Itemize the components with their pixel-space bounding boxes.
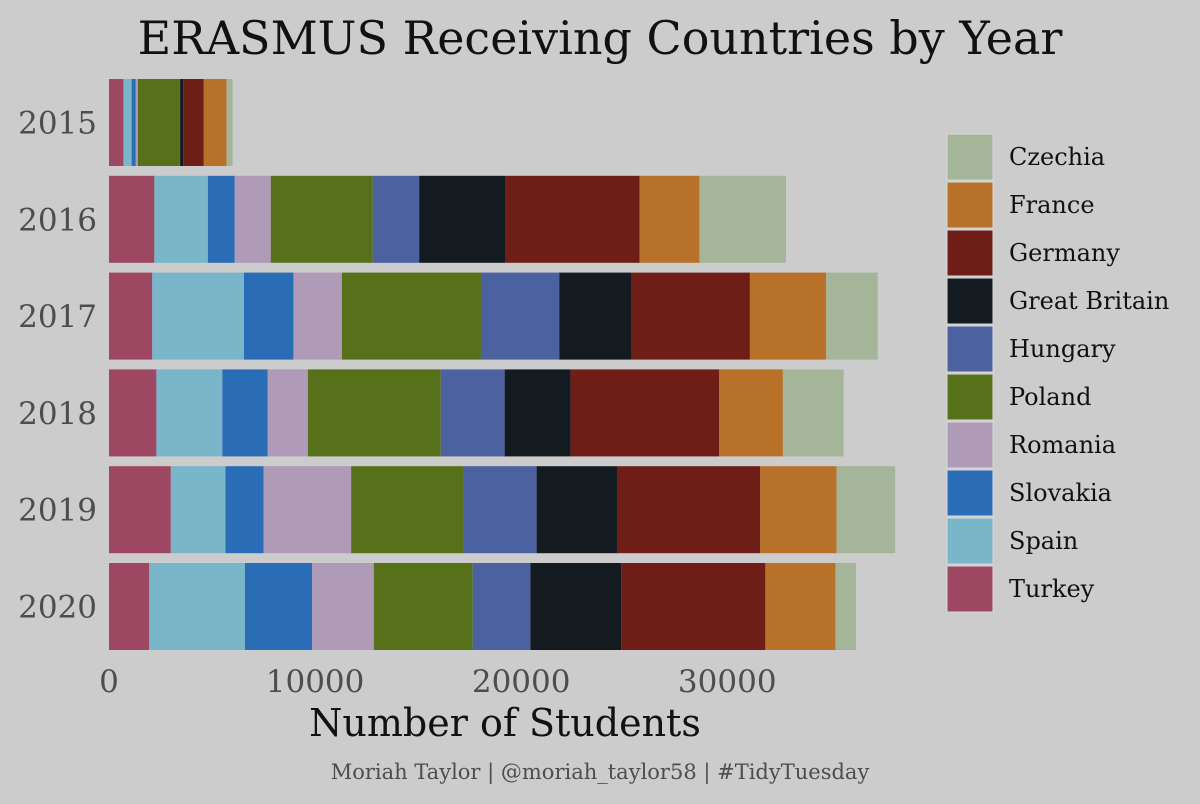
bar-2015-hungary [179, 79, 181, 166]
bar-2017-great-britain [559, 272, 632, 360]
bar-2019-france [760, 466, 837, 554]
bar-2019-hungary [463, 466, 537, 554]
bar-2016-slovakia [207, 175, 235, 263]
bar-2017-czechia [826, 272, 878, 360]
bar-2019-slovakia [225, 466, 264, 554]
bar-2015-spain [123, 79, 132, 166]
bar-2015-turkey [109, 79, 124, 166]
y-tick-label: 2020 [18, 590, 97, 626]
y-tick-label: 2018 [18, 396, 97, 432]
bar-2020-hungary [472, 563, 531, 650]
bar-2019-germany [616, 466, 761, 554]
bar-2020-france [765, 563, 836, 650]
bar-2015-poland [137, 79, 180, 166]
x-tick-label: 20000 [472, 664, 571, 700]
bar-2017-spain [152, 272, 244, 360]
bar-2015-france [203, 79, 227, 166]
bar-2018-slovakia [222, 369, 268, 457]
y-tick-label: 2017 [18, 299, 97, 335]
legend-label-germany: Germany [1009, 239, 1120, 267]
bar-2017-romania [293, 272, 342, 360]
legend: Czechia France Germany Great Britain Hungary… [946, 133, 1169, 613]
legend-swatch-slovakia [946, 469, 994, 517]
bar-2019-poland [351, 466, 464, 554]
bar-2016-hungary [372, 175, 420, 263]
bar-2019-turkey [109, 466, 171, 554]
legend-swatch-great-britain [946, 277, 994, 325]
bar-2016-great-britain [419, 175, 506, 263]
bar-2017-hungary [480, 272, 560, 360]
bar-2015-great-britain [180, 79, 184, 166]
legend-swatch-turkey [946, 565, 994, 613]
legend-swatch-spain [946, 517, 994, 565]
bar-2016-romania [234, 175, 271, 263]
bar-2018-germany [570, 369, 719, 457]
legend-swatch-poland [946, 373, 994, 421]
legend-label-slovakia: Slovakia [1009, 479, 1112, 507]
bar-2017-turkey [109, 272, 153, 360]
legend-label-poland: Poland [1009, 383, 1091, 411]
legend-label-romania: Romania [1009, 431, 1116, 459]
bar-2018-great-britain [504, 369, 571, 457]
bar-2016-france [639, 175, 700, 263]
legend-label-turkey: Turkey [1009, 575, 1095, 603]
bar-2020-turkey [109, 563, 150, 650]
bar-2017-slovakia [243, 272, 294, 360]
y-tick-label: 2016 [18, 202, 97, 238]
bar-2020-germany [621, 563, 766, 650]
bar-2020-poland [373, 563, 473, 650]
legend-label-france: France [1009, 191, 1095, 219]
caption: Moriah Taylor | @moriah_taylor58 | #Tidy… [331, 760, 870, 785]
x-tick-label: 30000 [678, 664, 777, 700]
bar-2016-spain [154, 175, 208, 263]
bar-2015-slovakia [131, 79, 136, 166]
legend-swatch-hungary [946, 325, 994, 373]
bar-2020-czechia [835, 563, 857, 650]
y-tick-label: 2015 [18, 106, 97, 142]
bar-2018-spain [156, 369, 223, 457]
x-axis-ticks: 0 10000 20000 30000 [99, 664, 776, 700]
bar-2018-romania [267, 369, 308, 457]
bar-2016-turkey [109, 175, 155, 263]
bar-2019-great-britain [536, 466, 617, 554]
bar-2019-romania [263, 466, 352, 554]
bar-2015-germany [183, 79, 204, 166]
legend-label-great-britain: Great Britain [1009, 287, 1169, 315]
x-tick-label: 10000 [266, 664, 365, 700]
bar-2020-great-britain [530, 563, 622, 650]
bar-2020-romania [311, 563, 374, 650]
bar-2018-france [719, 369, 783, 457]
y-tick-label: 2019 [18, 493, 97, 529]
bar-2016-czechia [699, 175, 786, 263]
bar-2018-poland [307, 369, 441, 457]
bar-2020-spain [149, 563, 246, 650]
bar-2020-slovakia [245, 563, 312, 650]
x-axis-label: Number of Students [309, 701, 701, 745]
bar-2017-germany [631, 272, 750, 360]
legend-swatch-czechia [946, 133, 994, 181]
bar-2019-spain [170, 466, 226, 554]
bar-2017-france [749, 272, 827, 360]
legend-swatch-romania [946, 421, 994, 469]
bar-2018-czechia [782, 369, 844, 457]
bar-2015-czechia [226, 79, 233, 166]
bar-2019-czechia [836, 466, 896, 554]
bar-2016-poland [270, 175, 373, 263]
legend-label-hungary: Hungary [1009, 335, 1116, 363]
bar-2015-romania [135, 79, 138, 166]
y-axis-ticks: 2015 2016 2017 2018 2019 2020 [18, 106, 97, 626]
legend-label-spain: Spain [1009, 527, 1078, 555]
legend-swatch-france [946, 181, 994, 229]
bars-group [109, 79, 896, 650]
chart-title: ERASMUS Receiving Countries by Year [138, 11, 1063, 65]
bar-2018-turkey [109, 369, 157, 457]
x-tick-label: 0 [99, 664, 119, 700]
legend-swatch-germany [946, 229, 994, 277]
bar-2016-germany [505, 175, 640, 263]
legend-label-czechia: Czechia [1009, 143, 1105, 171]
bar-2017-poland [341, 272, 481, 360]
bar-2018-hungary [440, 369, 505, 457]
